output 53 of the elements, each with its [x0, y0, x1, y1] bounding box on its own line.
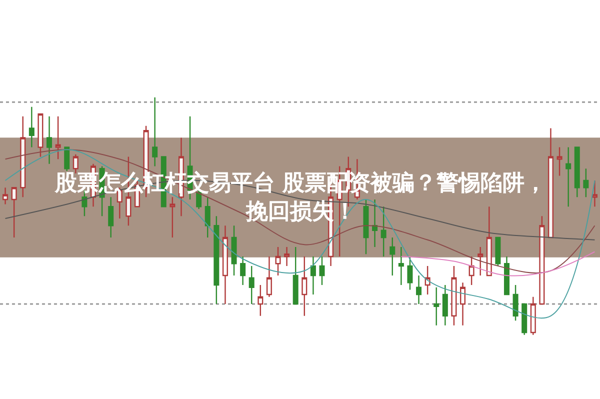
candlestick [574, 146, 580, 198]
candlestick [266, 256, 272, 298]
candlestick [566, 146, 572, 208]
candlestick [292, 246, 298, 305]
candlestick [275, 246, 281, 276]
candlestick [363, 198, 369, 255]
candlestick [170, 196, 176, 238]
candlestick [424, 265, 430, 296]
candlestick [372, 198, 378, 248]
candlestick [258, 284, 264, 316]
candlestick [46, 116, 52, 164]
candlestick [451, 265, 457, 326]
candlestick [319, 256, 325, 286]
candlestick [398, 246, 404, 286]
candlestick [434, 286, 440, 326]
candlestick [20, 116, 26, 198]
candlestick [522, 303, 528, 336]
candlestick [460, 282, 466, 326]
candlestick [28, 106, 34, 148]
candlestick [108, 196, 114, 238]
candlestick [2, 187, 8, 205]
candlestick [302, 256, 308, 316]
candlestick [442, 284, 448, 326]
candlestick [407, 256, 413, 290]
candlestick [380, 206, 386, 258]
candlestick [240, 256, 246, 286]
candlestick [204, 196, 210, 238]
candlestick [583, 168, 589, 198]
candlestick [72, 154, 78, 174]
candlestick [592, 180, 598, 208]
candlestick [468, 256, 474, 286]
candlestick [556, 146, 562, 176]
candlestick [310, 256, 316, 296]
candlestick [486, 206, 492, 276]
candlestick [64, 146, 70, 172]
candlestick [548, 128, 554, 238]
candlestick [284, 246, 290, 267]
candlestick [38, 113, 44, 158]
candlestick [416, 274, 422, 305]
candlestick [214, 216, 220, 305]
candlestick [512, 284, 518, 322]
candlestick [390, 236, 396, 276]
candlestick [504, 256, 510, 296]
candlestick [539, 216, 545, 305]
candlestick [248, 265, 254, 305]
candlestick [530, 296, 536, 336]
candlestick [152, 96, 158, 167]
candlestick [222, 225, 228, 305]
candlestick [231, 225, 237, 276]
candlestick [478, 246, 484, 276]
candlestick [495, 236, 501, 267]
candlestick [55, 116, 61, 160]
candlestick [11, 187, 17, 238]
